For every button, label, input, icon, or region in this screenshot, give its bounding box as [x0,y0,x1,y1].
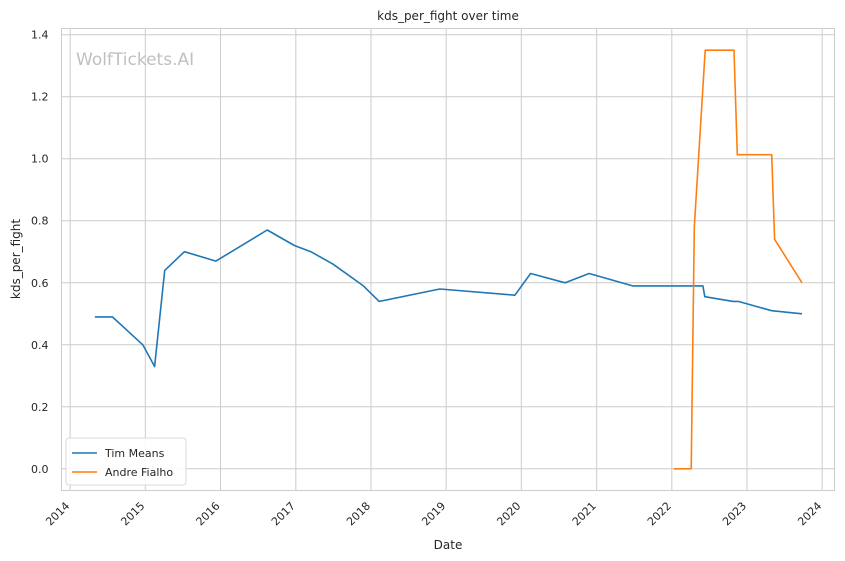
y-axis-title: kds_per_fight [9,219,23,300]
y-axis-ticks: 0.0 0.2 0.4 0.6 0.8 1.0 1.2 1.4 [31,29,49,476]
y-tick-label: 1.4 [31,29,49,42]
y-tick-label: 0.0 [31,463,49,476]
x-axis-title: Date [434,538,463,552]
y-tick-label: 1.2 [31,91,49,104]
legend-box [65,437,187,486]
y-tick-label: 0.6 [31,277,49,290]
chart-title: kds_per_fight over time [377,9,519,23]
series-line-tim-means [94,229,803,368]
gridlines [61,28,835,491]
legend-label-tim-means: Tim Means [104,447,165,460]
legend: Tim Means Andre Fialho [65,437,187,486]
y-tick-label: 1.0 [31,153,49,166]
y-tick-label: 0.4 [31,339,49,352]
series-lines [94,49,803,470]
y-tick-label: 0.8 [31,215,49,228]
y-tick-label: 0.2 [31,401,49,414]
series-line-andre-fialho [673,49,803,470]
legend-label-andre-fialho: Andre Fialho [105,466,173,479]
plot-area [61,28,835,491]
watermark: WolfTickets.AI [76,50,194,70]
